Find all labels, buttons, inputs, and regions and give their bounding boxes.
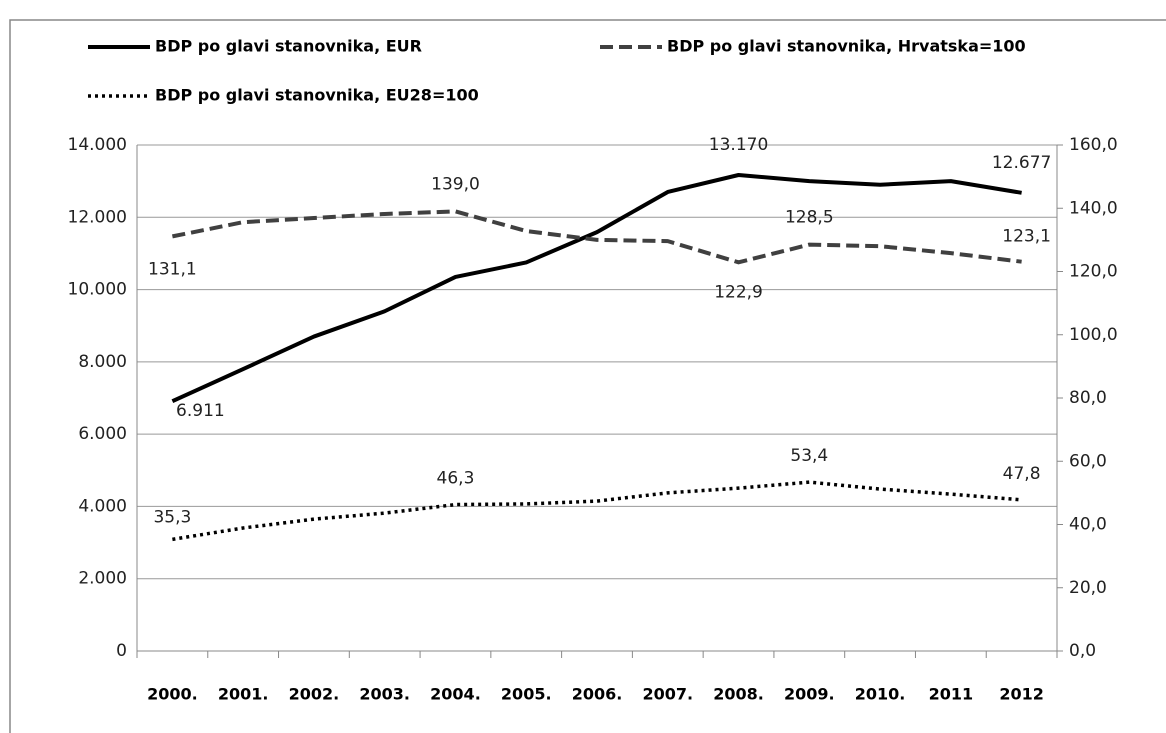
y-tick-label: 14.000 bbox=[68, 135, 127, 155]
x-tick-label: 2001. bbox=[218, 685, 269, 704]
data-label: 123,1 bbox=[1002, 227, 1051, 247]
x-tick-label: 2010. bbox=[855, 685, 906, 704]
x-tick-label: 2002. bbox=[289, 685, 340, 704]
y-tick-label: 10.000 bbox=[68, 280, 127, 300]
y2-tick-label: 140,0 bbox=[1069, 198, 1118, 218]
legend-label: BDP po glavi stanovnika, EUR bbox=[155, 37, 422, 56]
y-tick-label: 4.000 bbox=[78, 496, 127, 516]
data-label: 47,8 bbox=[1003, 464, 1041, 484]
y2-tick-label: 40,0 bbox=[1069, 515, 1107, 535]
x-tick-label: 2012 bbox=[999, 685, 1044, 704]
data-label: 53,4 bbox=[790, 446, 828, 466]
y2-tick-label: 80,0 bbox=[1069, 388, 1107, 408]
data-label: 122,9 bbox=[714, 282, 763, 302]
x-tick-label: 2004. bbox=[430, 685, 481, 704]
data-label: 13.170 bbox=[709, 135, 768, 155]
y-tick-label: 0 bbox=[116, 641, 127, 661]
data-label: 12.677 bbox=[992, 153, 1051, 173]
data-label: 6.911 bbox=[176, 401, 225, 421]
y2-tick-label: 20,0 bbox=[1069, 578, 1107, 598]
line-series bbox=[171, 209, 1022, 265]
x-tick-label: 2003. bbox=[359, 685, 410, 704]
y-tick-label: 8.000 bbox=[78, 352, 127, 372]
x-tick-label: 2007. bbox=[642, 685, 693, 704]
y2-tick-label: 120,0 bbox=[1069, 262, 1118, 282]
legend-label: BDP po glavi stanovnika, EU28=100 bbox=[155, 86, 479, 105]
y-tick-label: 6.000 bbox=[78, 424, 127, 444]
x-tick-label: 2006. bbox=[572, 685, 623, 704]
data-label: 35,3 bbox=[153, 507, 191, 527]
x-tick-label: 2000. bbox=[147, 685, 198, 704]
line-series bbox=[171, 172, 1022, 404]
y-tick-label: 12.000 bbox=[68, 207, 127, 227]
data-label: 46,3 bbox=[437, 469, 475, 489]
x-tick-label: 2009. bbox=[784, 685, 835, 704]
y2-tick-label: 160,0 bbox=[1069, 135, 1118, 155]
data-label: 139,0 bbox=[431, 174, 480, 194]
legend-label: BDP po glavi stanovnika, Hrvatska=100 bbox=[667, 37, 1026, 56]
y2-tick-label: 60,0 bbox=[1069, 451, 1107, 471]
data-label: 128,5 bbox=[785, 208, 834, 228]
y-tick-label: 2.000 bbox=[78, 569, 127, 589]
x-tick-label: 2008. bbox=[713, 685, 764, 704]
data-label: 131,1 bbox=[148, 259, 197, 279]
y2-tick-label: 100,0 bbox=[1069, 325, 1118, 345]
x-tick-label: 2005. bbox=[501, 685, 552, 704]
x-tick-label: 2011 bbox=[929, 685, 974, 704]
y2-tick-label: 0,0 bbox=[1069, 641, 1096, 661]
chart-frame bbox=[9, 19, 1166, 733]
